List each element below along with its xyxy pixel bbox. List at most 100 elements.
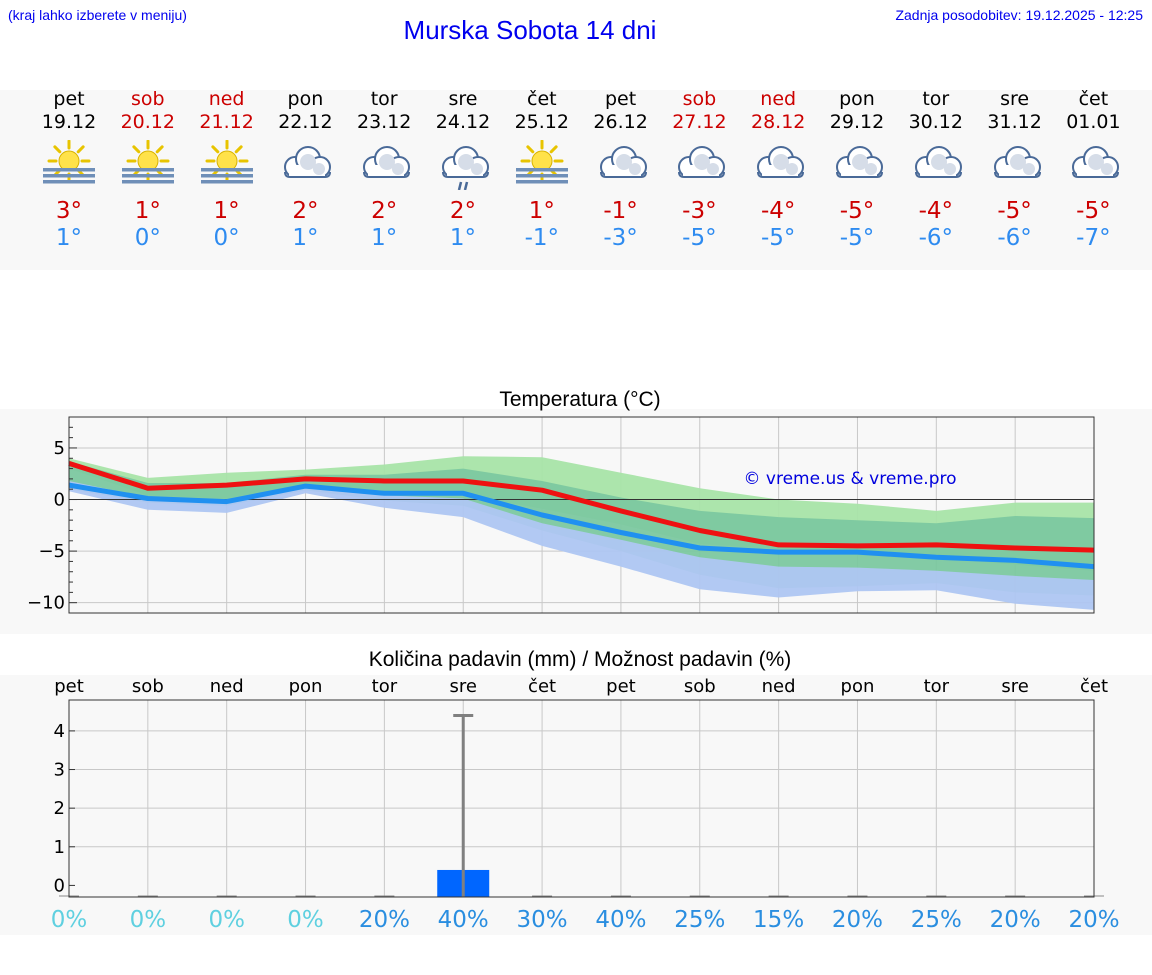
precip-probability: 25% bbox=[911, 907, 962, 933]
day-date: 31.12 bbox=[987, 111, 1042, 133]
rain-drop bbox=[457, 181, 463, 190]
cloud-shade bbox=[392, 163, 405, 175]
cloud-shape bbox=[757, 146, 805, 178]
cloud-shape bbox=[993, 146, 1041, 178]
category-label: pet bbox=[606, 676, 636, 697]
fog-line bbox=[515, 180, 568, 184]
day-name: pet bbox=[53, 88, 85, 110]
fog-line bbox=[515, 174, 568, 178]
cloud-shade bbox=[471, 163, 483, 175]
temperature-chart-title: Temperatura (°C) bbox=[499, 388, 661, 411]
series-line-max bbox=[68, 461, 1095, 553]
cloud-base bbox=[836, 171, 883, 178]
category-label: sre bbox=[449, 676, 476, 697]
cloudy-icon bbox=[993, 146, 1041, 178]
temp-max: 3° bbox=[55, 198, 83, 224]
category-label: čet bbox=[528, 676, 556, 697]
cloudy-rain-icon bbox=[442, 146, 489, 190]
temp-max: 2° bbox=[449, 198, 477, 224]
cloud-base bbox=[914, 171, 962, 178]
cloud-shade bbox=[1022, 163, 1035, 175]
precipitation-chart-title: Količina padavin (mm) / Možnost padavin … bbox=[368, 648, 792, 671]
precip-probability: 20% bbox=[990, 907, 1041, 933]
precip-probability: 40% bbox=[438, 907, 489, 933]
fog-line bbox=[121, 180, 174, 184]
temp-max: -5° bbox=[839, 198, 875, 224]
sun-fog-icon bbox=[200, 140, 253, 184]
category-label: pon bbox=[841, 676, 875, 697]
fog-lines bbox=[515, 168, 568, 184]
day-name: sre bbox=[448, 88, 478, 110]
day-column: sre 31.12 -5° -6° bbox=[975, 88, 1055, 252]
cloud-base bbox=[1072, 171, 1120, 178]
day-name: sob bbox=[682, 88, 717, 110]
day-date: 22.12 bbox=[278, 111, 333, 133]
temp-min: -6° bbox=[997, 225, 1032, 251]
day-name: tor bbox=[370, 88, 398, 110]
y-tick-label: 2 bbox=[54, 798, 65, 819]
temp-min: -5° bbox=[839, 225, 875, 251]
category-label: sre bbox=[1001, 676, 1028, 697]
cloud-base bbox=[284, 171, 332, 178]
temp-max: -3° bbox=[682, 198, 717, 224]
cloud-shade bbox=[313, 163, 326, 175]
cloudy-icon bbox=[363, 146, 411, 178]
category-label: sob bbox=[132, 676, 164, 697]
precip-probability: 20% bbox=[1068, 907, 1119, 933]
cloud-shade bbox=[1101, 163, 1114, 175]
fog-line bbox=[515, 168, 568, 172]
cloud-shape bbox=[678, 146, 726, 178]
temp-min: -5° bbox=[760, 225, 796, 251]
precip-probability: 0% bbox=[130, 907, 167, 933]
fog-line bbox=[43, 180, 95, 184]
watermark: © vreme.us & vreme.pro bbox=[743, 469, 956, 489]
precip-probability: 30% bbox=[517, 907, 568, 933]
category-label: čet bbox=[1080, 676, 1108, 697]
temp-min: -6° bbox=[918, 225, 954, 251]
precip-probability: 40% bbox=[595, 907, 646, 933]
sun-ray bbox=[53, 145, 62, 154]
y-tick-label: 1 bbox=[54, 837, 65, 858]
cloud-base bbox=[678, 171, 726, 178]
day-name: tor bbox=[922, 88, 950, 110]
cloud-shape bbox=[599, 146, 647, 178]
day-column: sre 24.12 2° 1° bbox=[423, 88, 503, 252]
fog-line bbox=[121, 168, 174, 172]
precip-probability: 0% bbox=[208, 907, 245, 933]
day-name: pet bbox=[604, 88, 637, 110]
temp-max: 1° bbox=[528, 198, 555, 224]
last-update: Zadnja posodobitev: 19.12.2025 - 12:25 bbox=[895, 7, 1143, 23]
cloud-base bbox=[993, 171, 1041, 178]
day-date: 01.01 bbox=[1066, 111, 1121, 133]
precip-probability: 20% bbox=[832, 907, 883, 933]
temp-min: -3° bbox=[603, 225, 638, 251]
day-column: pon 29.12 -5° -5° bbox=[817, 88, 897, 252]
day-date: 20.12 bbox=[120, 111, 175, 133]
day-date: 19.12 bbox=[41, 111, 97, 133]
category-label: tor bbox=[924, 676, 950, 697]
temp-max: -4° bbox=[760, 198, 796, 224]
sun-fog-icon bbox=[43, 140, 95, 184]
fog-line bbox=[200, 180, 253, 184]
page-title: Murska Sobota 14 dni bbox=[403, 15, 657, 45]
temp-max: 2° bbox=[371, 198, 398, 224]
plot-frame bbox=[68, 699, 1095, 898]
temp-min: -7° bbox=[1076, 225, 1111, 251]
fog-line bbox=[121, 174, 174, 178]
day-column: čet 01.01 -5° -7° bbox=[1053, 88, 1133, 252]
precip-probability: 25% bbox=[674, 907, 725, 933]
day-date: 25.12 bbox=[514, 111, 569, 133]
cloud-base bbox=[599, 171, 647, 178]
temp-max: 1° bbox=[213, 198, 240, 224]
location-menu-hint[interactable]: (kraj lahko izberete v meniju) bbox=[8, 7, 187, 23]
cloud-shade bbox=[300, 154, 317, 170]
day-name: ned bbox=[760, 88, 797, 110]
day-column: ned 21.12 1° 0° bbox=[187, 88, 267, 252]
cloudy-icon bbox=[1072, 146, 1120, 178]
day-column: čet 25.12 1° -1° bbox=[502, 88, 582, 252]
plot-area bbox=[69, 700, 1094, 897]
cloud-shade bbox=[707, 163, 720, 175]
y-tick-label: 3 bbox=[54, 760, 65, 781]
temp-min: 1° bbox=[371, 225, 398, 251]
precip-probability: 15% bbox=[753, 907, 804, 933]
